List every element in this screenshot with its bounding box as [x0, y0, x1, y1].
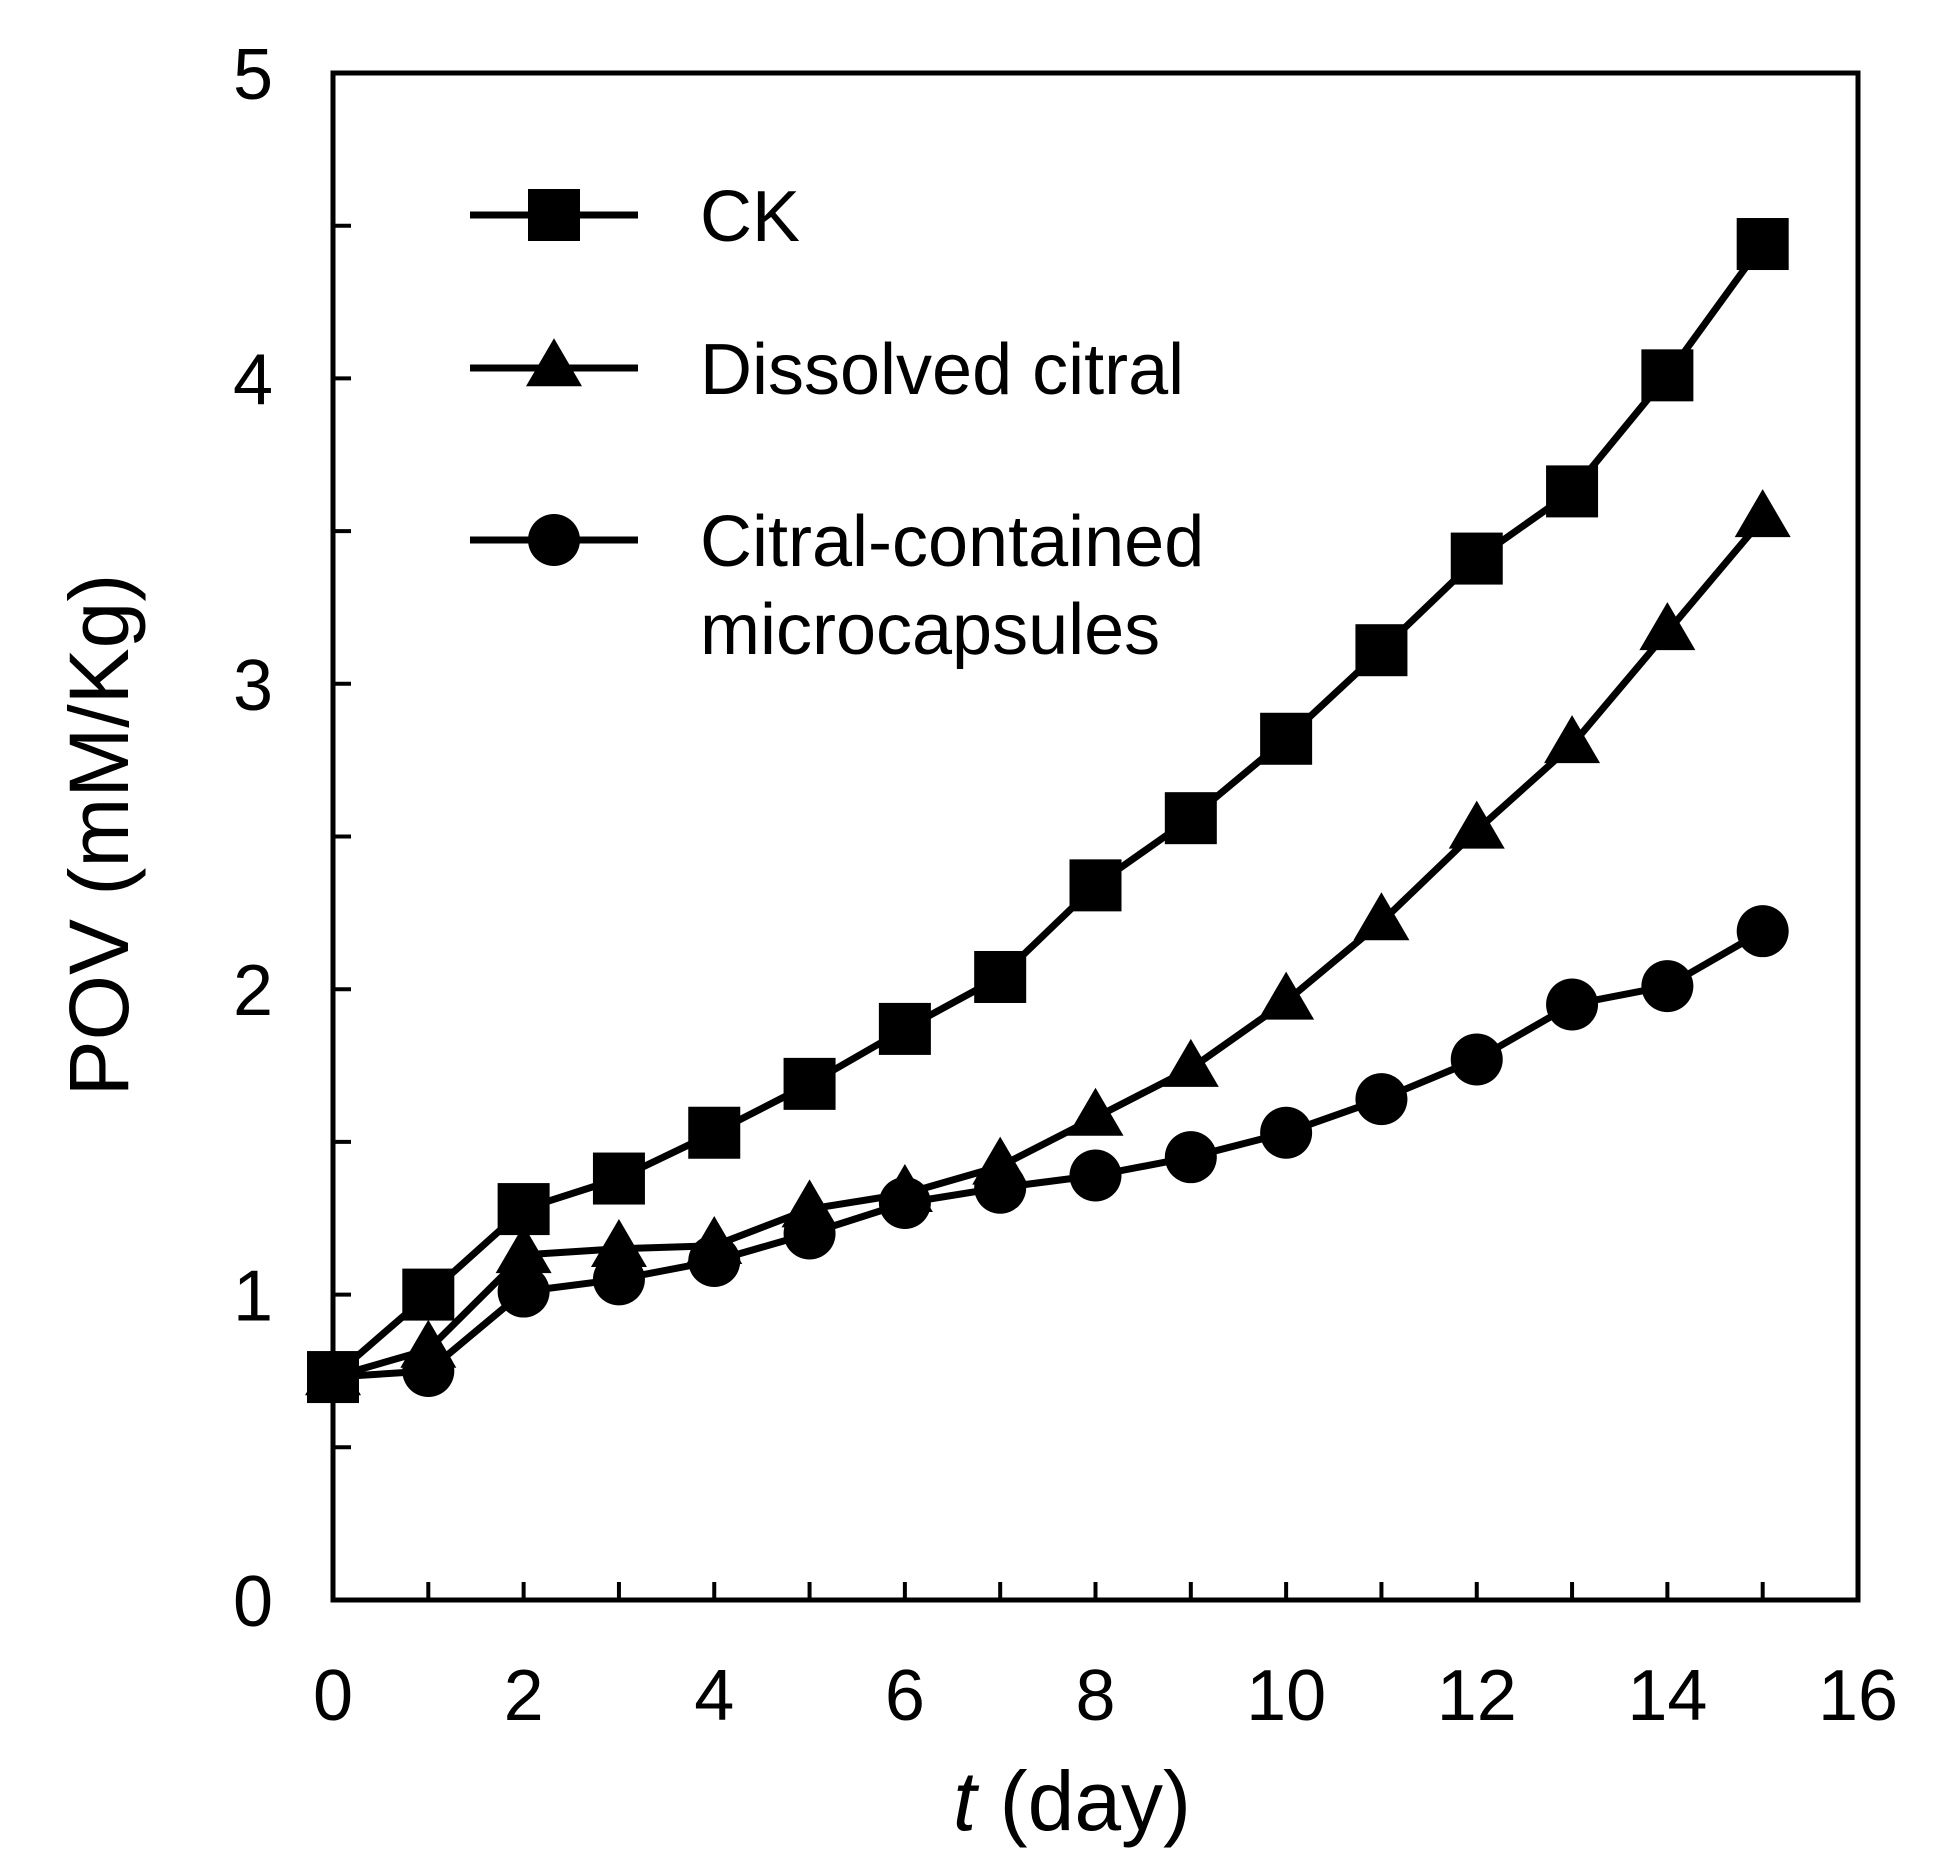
data-point-citral-contained-microcapsules-4	[688, 1235, 741, 1288]
data-point-citral-contained-microcapsules-2	[497, 1265, 550, 1318]
y-tick-label-1: 1	[233, 1257, 273, 1337]
x-axis-title-unit: (day)	[976, 1754, 1191, 1848]
data-point-citral-contained-microcapsules-13	[1546, 978, 1599, 1031]
data-point-dissolved-citral-8	[1067, 1087, 1124, 1136]
data-point-citral-contained-microcapsules-12	[1450, 1033, 1503, 1086]
x-axis-title: t (day)	[953, 1754, 1191, 1848]
y-tick-label-4: 4	[233, 340, 273, 420]
data-point-ck-1	[402, 1268, 455, 1321]
data-point-ck-8	[1069, 859, 1122, 912]
data-point-dissolved-citral-12	[1448, 800, 1505, 849]
series-ck	[307, 218, 1789, 1404]
data-point-ck-14	[1641, 349, 1694, 402]
data-point-citral-contained-microcapsules-9	[1164, 1131, 1217, 1184]
data-point-citral-contained-microcapsules-14	[1641, 960, 1694, 1013]
x-tick-label-16: 16	[1818, 1656, 1898, 1736]
series-layer	[305, 218, 1791, 1404]
y-tick-label-0: 0	[233, 1562, 273, 1642]
data-point-ck-4	[688, 1106, 741, 1159]
legend: CK Dissolved citral Citral-contained microc…	[470, 177, 1204, 670]
data-point-dissolved-citral-3	[590, 1219, 647, 1268]
data-point-dissolved-citral-13	[1544, 715, 1601, 764]
data-point-ck-7	[974, 950, 1027, 1003]
data-point-dissolved-citral-15	[1734, 489, 1791, 538]
data-point-citral-contained-microcapsules-15	[1736, 905, 1789, 958]
legend-label-line: Dissolved citral	[700, 330, 1184, 410]
x-tick-label-0: 0	[313, 1656, 353, 1736]
data-point-ck-13	[1546, 465, 1599, 518]
legend-label-citral-contained-microcapsules: Citral-contained microcapsules	[700, 502, 1204, 670]
data-point-citral-contained-microcapsules-6	[878, 1176, 931, 1229]
data-point-ck-11	[1355, 624, 1408, 677]
x-tick-label-8: 8	[1075, 1656, 1115, 1736]
data-point-ck-9	[1164, 792, 1217, 845]
legend-marker-ck	[528, 189, 580, 241]
data-point-ck-15	[1736, 218, 1789, 271]
legend-item-citral-contained-microcapsules: Citral-contained microcapsules	[470, 502, 1204, 670]
legend-label-line: Citral-contained	[700, 502, 1204, 582]
legend-label-line: microcapsules	[700, 590, 1160, 670]
data-point-dissolved-citral-2	[495, 1225, 552, 1274]
x-tick-label-14: 14	[1627, 1656, 1707, 1736]
legend-item-ck: CK	[470, 177, 800, 257]
data-point-dissolved-citral-11	[1353, 892, 1410, 941]
x-axis-title-variable: t	[953, 1754, 980, 1848]
x-tick-label-10: 10	[1246, 1656, 1326, 1736]
y-axis-title: POV (mM/Kg)	[52, 574, 146, 1097]
y-tick-label-2: 2	[233, 951, 273, 1031]
series-line-dissolved-citral	[332, 516, 1766, 1381]
data-point-citral-contained-microcapsules-7	[974, 1161, 1027, 1214]
legend-marker-citral-contained-microcapsules	[528, 514, 580, 566]
data-point-citral-contained-microcapsules-11	[1355, 1073, 1408, 1126]
plot-frame	[330, 70, 1861, 1603]
data-point-citral-contained-microcapsules-1	[402, 1344, 455, 1397]
legend-label-ck: CK	[700, 177, 800, 257]
x-tick-label-2: 2	[504, 1656, 544, 1736]
y-tick-label-3: 3	[233, 646, 273, 726]
legend-label-dissolved-citral: Dissolved citral	[700, 330, 1184, 410]
data-point-ck-10	[1260, 712, 1313, 765]
data-point-citral-contained-microcapsules-0	[307, 1351, 359, 1404]
y-tick-label-5: 5	[233, 35, 273, 115]
data-point-ck-3	[592, 1152, 645, 1205]
series-line-ck	[330, 241, 1766, 1380]
data-point-citral-contained-microcapsules-8	[1069, 1149, 1122, 1202]
legend-item-dissolved-citral: Dissolved citral	[470, 330, 1184, 410]
x-tick-label-6: 6	[885, 1656, 925, 1736]
data-point-dissolved-citral-9	[1162, 1038, 1219, 1087]
data-point-citral-contained-microcapsules-5	[783, 1207, 836, 1260]
data-point-ck-12	[1450, 532, 1503, 585]
x-tick-label-12: 12	[1437, 1656, 1517, 1736]
series-citral-contained-microcapsules	[307, 905, 1789, 1404]
x-tick-label-4: 4	[694, 1656, 734, 1736]
legend-marker-dissolved-citral	[526, 338, 582, 387]
data-point-ck-6	[878, 1002, 931, 1055]
legend-label-line: CK	[700, 177, 800, 257]
data-point-citral-contained-microcapsules-3	[592, 1253, 645, 1306]
series-line-citral-contained-microcapsules	[332, 928, 1765, 1381]
data-point-citral-contained-microcapsules-10	[1260, 1106, 1313, 1159]
data-point-dissolved-citral-14	[1639, 602, 1696, 651]
data-point-dissolved-citral-10	[1258, 971, 1315, 1020]
data-point-ck-5	[783, 1057, 836, 1110]
